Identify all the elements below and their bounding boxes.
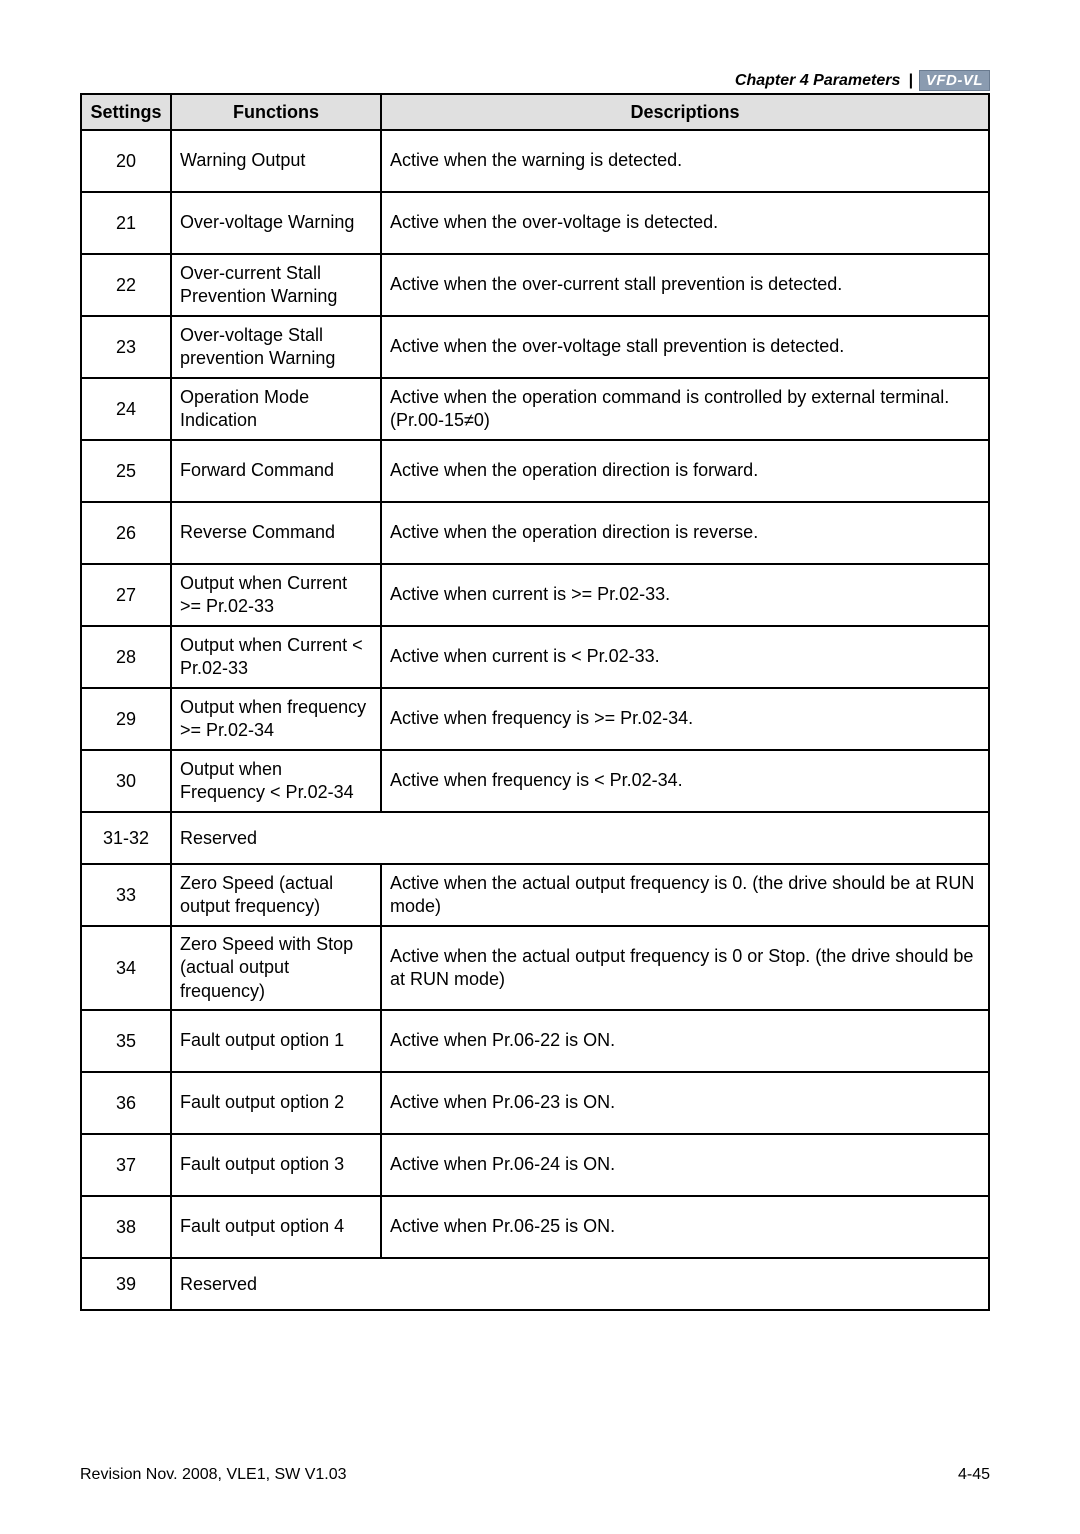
chapter-title: Chapter 4 Parameters (735, 72, 900, 90)
function-cell: Fault output option 1 (171, 1010, 381, 1072)
page-header: Chapter 4 Parameters | VFD-VL (80, 70, 990, 91)
table-row: 34Zero Speed with Stop (actual output fr… (81, 926, 989, 1010)
settings-cell: 35 (81, 1010, 171, 1072)
description-cell: Active when the over-voltage stall preve… (381, 316, 989, 378)
description-cell: Active when current is >= Pr.02-33. (381, 564, 989, 626)
function-cell: Reverse Command (171, 502, 381, 564)
settings-cell: 39 (81, 1258, 171, 1310)
table-row: 27Output when Current >= Pr.02-33Active … (81, 564, 989, 626)
description-cell: Active when the actual output frequency … (381, 926, 989, 1010)
description-cell: Active when Pr.06-24 is ON. (381, 1134, 989, 1196)
function-cell: Forward Command (171, 440, 381, 502)
table-row: 22Over-current Stall Prevention WarningA… (81, 254, 989, 316)
settings-cell: 23 (81, 316, 171, 378)
description-cell: Active when frequency is >= Pr.02-34. (381, 688, 989, 750)
settings-cell: 24 (81, 378, 171, 440)
settings-cell: 20 (81, 130, 171, 192)
settings-cell: 26 (81, 502, 171, 564)
table-row: 20Warning OutputActive when the warning … (81, 130, 989, 192)
function-cell: Reserved (171, 1258, 989, 1310)
table-row: 36Fault output option 2Active when Pr.06… (81, 1072, 989, 1134)
table-row: 38Fault output option 4Active when Pr.06… (81, 1196, 989, 1258)
function-cell: Output when frequency >= Pr.02-34 (171, 688, 381, 750)
revision-text: Revision Nov. 2008, VLE1, SW V1.03 (80, 1466, 347, 1484)
table-row: 28Output when Current < Pr.02-33Active w… (81, 626, 989, 688)
table-row: 21Over-voltage WarningActive when the ov… (81, 192, 989, 254)
page-number: 4-45 (958, 1466, 990, 1484)
description-cell: Active when Pr.06-22 is ON. (381, 1010, 989, 1072)
description-cell: Active when the over-current stall preve… (381, 254, 989, 316)
table-row: 23Over-voltage Stall prevention WarningA… (81, 316, 989, 378)
function-cell: Output when Current >= Pr.02-33 (171, 564, 381, 626)
parameters-table: Settings Functions Descriptions 20Warnin… (80, 93, 990, 1311)
table-row: 37Fault output option 3Active when Pr.06… (81, 1134, 989, 1196)
header-settings: Settings (81, 94, 171, 130)
function-cell: Over-current Stall Prevention Warning (171, 254, 381, 316)
settings-cell: 36 (81, 1072, 171, 1134)
function-cell: Warning Output (171, 130, 381, 192)
settings-cell: 37 (81, 1134, 171, 1196)
table-row: 33Zero Speed (actual output frequency)Ac… (81, 864, 989, 926)
settings-cell: 33 (81, 864, 171, 926)
settings-cell: 28 (81, 626, 171, 688)
function-cell: Operation Mode Indication (171, 378, 381, 440)
description-cell: Active when the warning is detected. (381, 130, 989, 192)
description-cell: Active when frequency is < Pr.02-34. (381, 750, 989, 812)
description-cell: Active when Pr.06-23 is ON. (381, 1072, 989, 1134)
settings-cell: 21 (81, 192, 171, 254)
product-logo: VFD-VL (919, 70, 990, 91)
header-functions: Functions (171, 94, 381, 130)
function-cell: Zero Speed (actual output frequency) (171, 864, 381, 926)
settings-cell: 30 (81, 750, 171, 812)
function-cell: Zero Speed with Stop (actual output freq… (171, 926, 381, 1010)
function-cell: Fault output option 2 (171, 1072, 381, 1134)
table-row: 39Reserved (81, 1258, 989, 1310)
description-cell: Active when the operation direction is r… (381, 502, 989, 564)
table-header-row: Settings Functions Descriptions (81, 94, 989, 130)
table-row: 30Output when Frequency < Pr.02-34Active… (81, 750, 989, 812)
function-cell: Over-voltage Warning (171, 192, 381, 254)
settings-cell: 25 (81, 440, 171, 502)
description-cell: Active when the over-voltage is detected… (381, 192, 989, 254)
settings-cell: 34 (81, 926, 171, 1010)
function-cell: Output when Current < Pr.02-33 (171, 626, 381, 688)
function-cell: Output when Frequency < Pr.02-34 (171, 750, 381, 812)
table-row: 26Reverse CommandActive when the operati… (81, 502, 989, 564)
settings-cell: 27 (81, 564, 171, 626)
separator: | (908, 72, 912, 90)
table-row: 25Forward CommandActive when the operati… (81, 440, 989, 502)
table-row: 29Output when frequency >= Pr.02-34Activ… (81, 688, 989, 750)
description-cell: Active when current is < Pr.02-33. (381, 626, 989, 688)
settings-cell: 22 (81, 254, 171, 316)
table-row: 31-32Reserved (81, 812, 989, 864)
function-cell: Fault output option 4 (171, 1196, 381, 1258)
description-cell: Active when the operation direction is f… (381, 440, 989, 502)
description-cell: Active when the operation command is con… (381, 378, 989, 440)
settings-cell: 38 (81, 1196, 171, 1258)
description-cell: Active when the actual output frequency … (381, 864, 989, 926)
table-row: 24Operation Mode IndicationActive when t… (81, 378, 989, 440)
settings-cell: 29 (81, 688, 171, 750)
function-cell: Reserved (171, 812, 989, 864)
page-footer: Revision Nov. 2008, VLE1, SW V1.03 4-45 (80, 1466, 990, 1484)
function-cell: Over-voltage Stall prevention Warning (171, 316, 381, 378)
settings-cell: 31-32 (81, 812, 171, 864)
table-row: 35Fault output option 1Active when Pr.06… (81, 1010, 989, 1072)
header-descriptions: Descriptions (381, 94, 989, 130)
description-cell: Active when Pr.06-25 is ON. (381, 1196, 989, 1258)
function-cell: Fault output option 3 (171, 1134, 381, 1196)
